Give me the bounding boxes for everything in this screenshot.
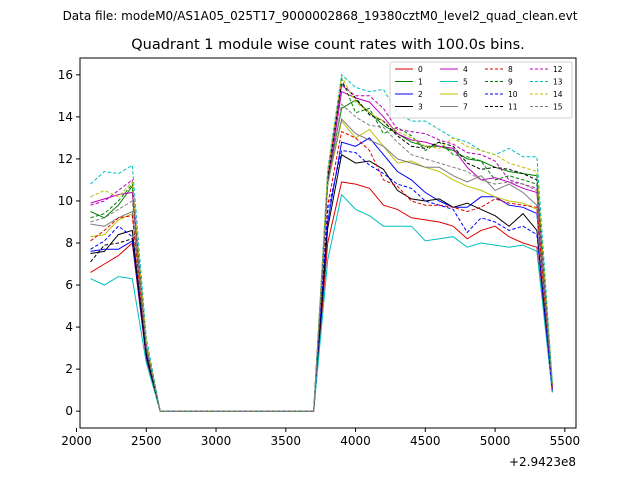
series-line-15 (90, 103, 553, 412)
series-line-11 (90, 82, 553, 412)
chart-title: Quadrant 1 module wise count rates with … (131, 37, 525, 53)
legend-label-8: 8 (508, 65, 513, 74)
legend-label-0: 0 (418, 65, 423, 74)
legend-label-6: 6 (463, 90, 468, 99)
series-line-1 (90, 99, 553, 412)
legend-label-1: 1 (418, 78, 423, 87)
y-tick-label: 16 (58, 68, 73, 82)
series-line-4 (90, 90, 553, 412)
x-axis: 2000 2500 3000 3500 4000 4500 5000 5500 (61, 428, 580, 448)
series-line-6 (90, 119, 553, 412)
x-tick-label: 5000 (480, 434, 511, 448)
legend-label-13: 13 (553, 78, 563, 87)
x-tick-label: 5500 (550, 434, 581, 448)
legend-label-3: 3 (418, 103, 423, 112)
series-line-9 (90, 77, 553, 412)
y-tick-label: 8 (65, 236, 73, 250)
legend-box (389, 61, 573, 119)
y-tick-label: 4 (65, 320, 73, 334)
y-tick-label: 10 (58, 194, 73, 208)
y-tick-label: 12 (58, 152, 73, 166)
series-line-12 (90, 84, 553, 412)
x-tick-label: 2500 (131, 434, 162, 448)
x-tick-label: 2000 (61, 434, 92, 448)
legend-label-14: 14 (553, 90, 563, 99)
legend-label-5: 5 (463, 78, 468, 87)
x-tick-label: 3500 (271, 434, 302, 448)
series-lines (90, 73, 553, 412)
legend-label-4: 4 (463, 65, 468, 74)
x-tick-label: 3000 (201, 434, 232, 448)
x-offset-label: +2.9423e8 (509, 455, 576, 469)
y-tick-label: 14 (58, 110, 73, 124)
y-tick-label: 6 (65, 278, 73, 292)
x-tick-label: 4500 (410, 434, 441, 448)
series-line-0 (90, 181, 553, 412)
legend-label-9: 9 (508, 78, 513, 87)
chart-suptitle: Data file: modeM0/AS1A05_025T17_90000028… (63, 9, 578, 23)
legend-label-11: 11 (508, 103, 518, 112)
y-tick-label: 2 (65, 362, 73, 376)
y-axis: 0 2 4 6 8 10 12 14 16 (58, 68, 80, 418)
series-line-14 (90, 75, 553, 412)
legend-label-15: 15 (553, 103, 563, 112)
legend-label-2: 2 (418, 90, 423, 99)
y-tick-label: 0 (65, 404, 73, 418)
x-tick-label: 4000 (340, 434, 371, 448)
legend-label-7: 7 (463, 103, 468, 112)
legend-label-10: 10 (508, 90, 518, 99)
legend-label-12: 12 (553, 65, 563, 74)
